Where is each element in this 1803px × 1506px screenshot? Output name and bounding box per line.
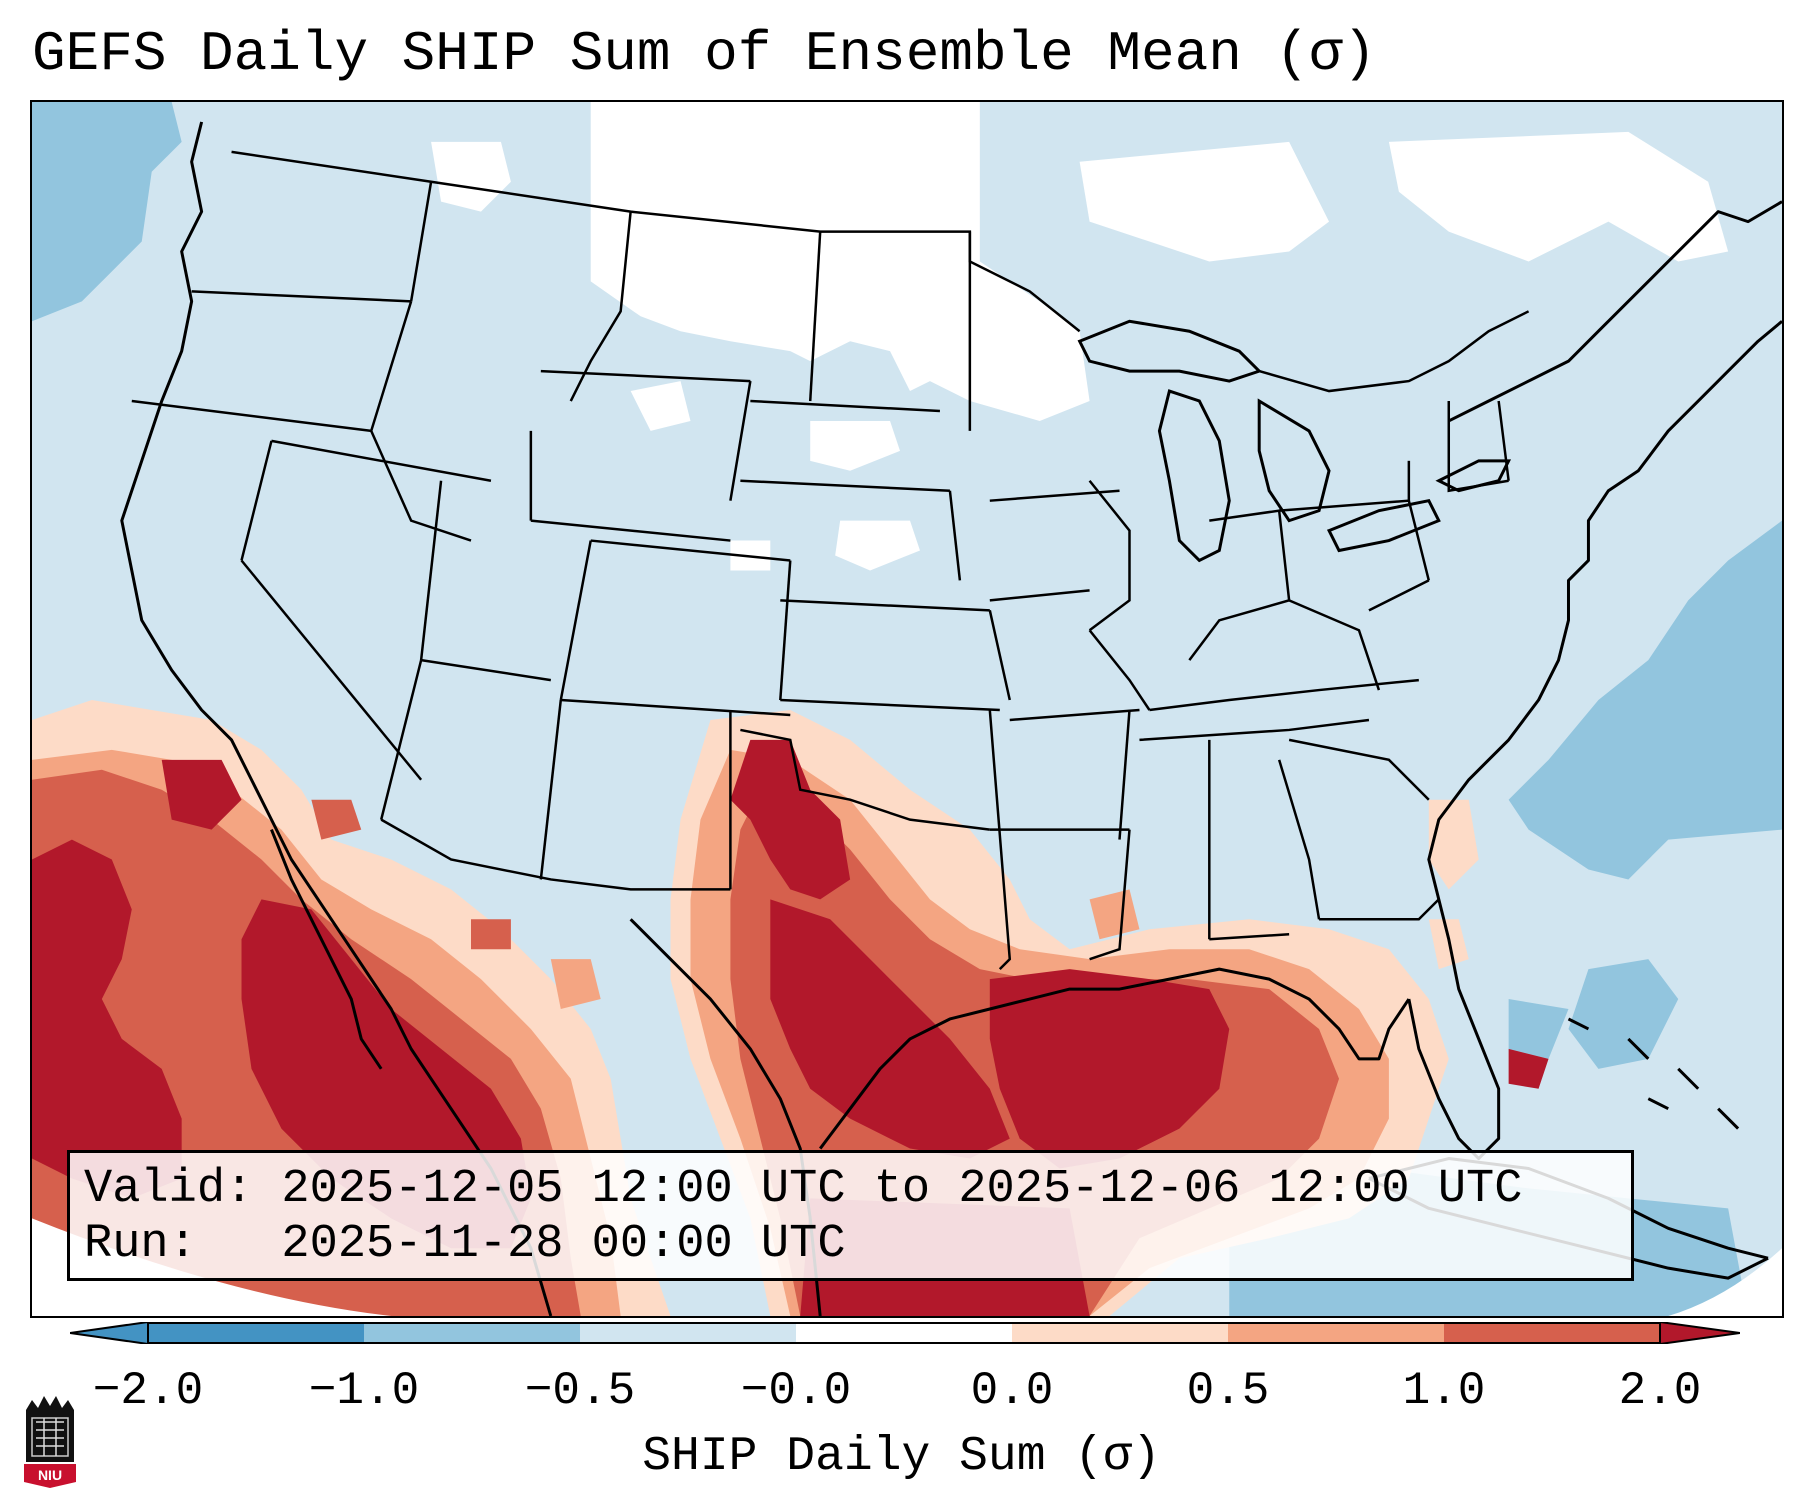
logo-text: NIU [38, 1467, 62, 1483]
colorbar-segment [1012, 1323, 1228, 1343]
colorbar-extend-low [70, 1322, 149, 1344]
colorbar-segment [148, 1323, 364, 1343]
niu-logo: NIU [24, 1396, 76, 1488]
colorbar-segment [796, 1323, 1012, 1343]
map-panel [30, 100, 1784, 1318]
positive-extreme-region [32, 739, 1549, 1316]
logo-grid [36, 1418, 64, 1456]
valid-time-text: Valid: 2025-12-05 12:00 UTC to 2025-12-0… [84, 1163, 1523, 1216]
logo-tower-window [31, 1417, 69, 1457]
near-zero-region [431, 102, 1729, 571]
colorbar-tick-label: 0.5 [1186, 1365, 1270, 1417]
ship-map [32, 102, 1782, 1316]
chart-title: GEFS Daily SHIP Sum of Ensemble Mean (σ) [32, 22, 1377, 86]
logo-banner [24, 1464, 76, 1488]
colorbar-tick-label: 2.0 [1618, 1365, 1702, 1417]
projection-edge [1668, 1248, 1782, 1316]
run-time-text: Run: 2025-11-28 00:00 UTC [84, 1218, 846, 1271]
colorbar-label: SHIP Daily Sum (σ) [642, 1430, 1161, 1484]
colorbar [70, 1322, 1740, 1344]
colorbar-segment [364, 1323, 580, 1343]
state-borders [131, 150, 1530, 971]
colorbar-tick-label: −0.0 [740, 1365, 852, 1417]
validity-info-box: Valid: 2025-12-05 12:00 UTC to 2025-12-0… [67, 1150, 1634, 1281]
colorbar-segment [1228, 1323, 1444, 1343]
colorbar-tick-label: 1.0 [1402, 1365, 1486, 1417]
colorbar-frame [147, 1322, 1661, 1344]
colorbar-tick-label: −0.5 [524, 1365, 636, 1417]
colorbar-tick-label: 0.0 [970, 1365, 1054, 1417]
colorbar-segment [1444, 1323, 1660, 1343]
great-lakes [1077, 319, 1512, 563]
colorbar-tick-label: −1.0 [308, 1365, 420, 1417]
projection-edge [32, 1218, 392, 1316]
colorbar-tick-label: −2.0 [92, 1365, 204, 1417]
colorbar-segment [580, 1323, 796, 1343]
colorbar-extend-high [1659, 1322, 1740, 1344]
